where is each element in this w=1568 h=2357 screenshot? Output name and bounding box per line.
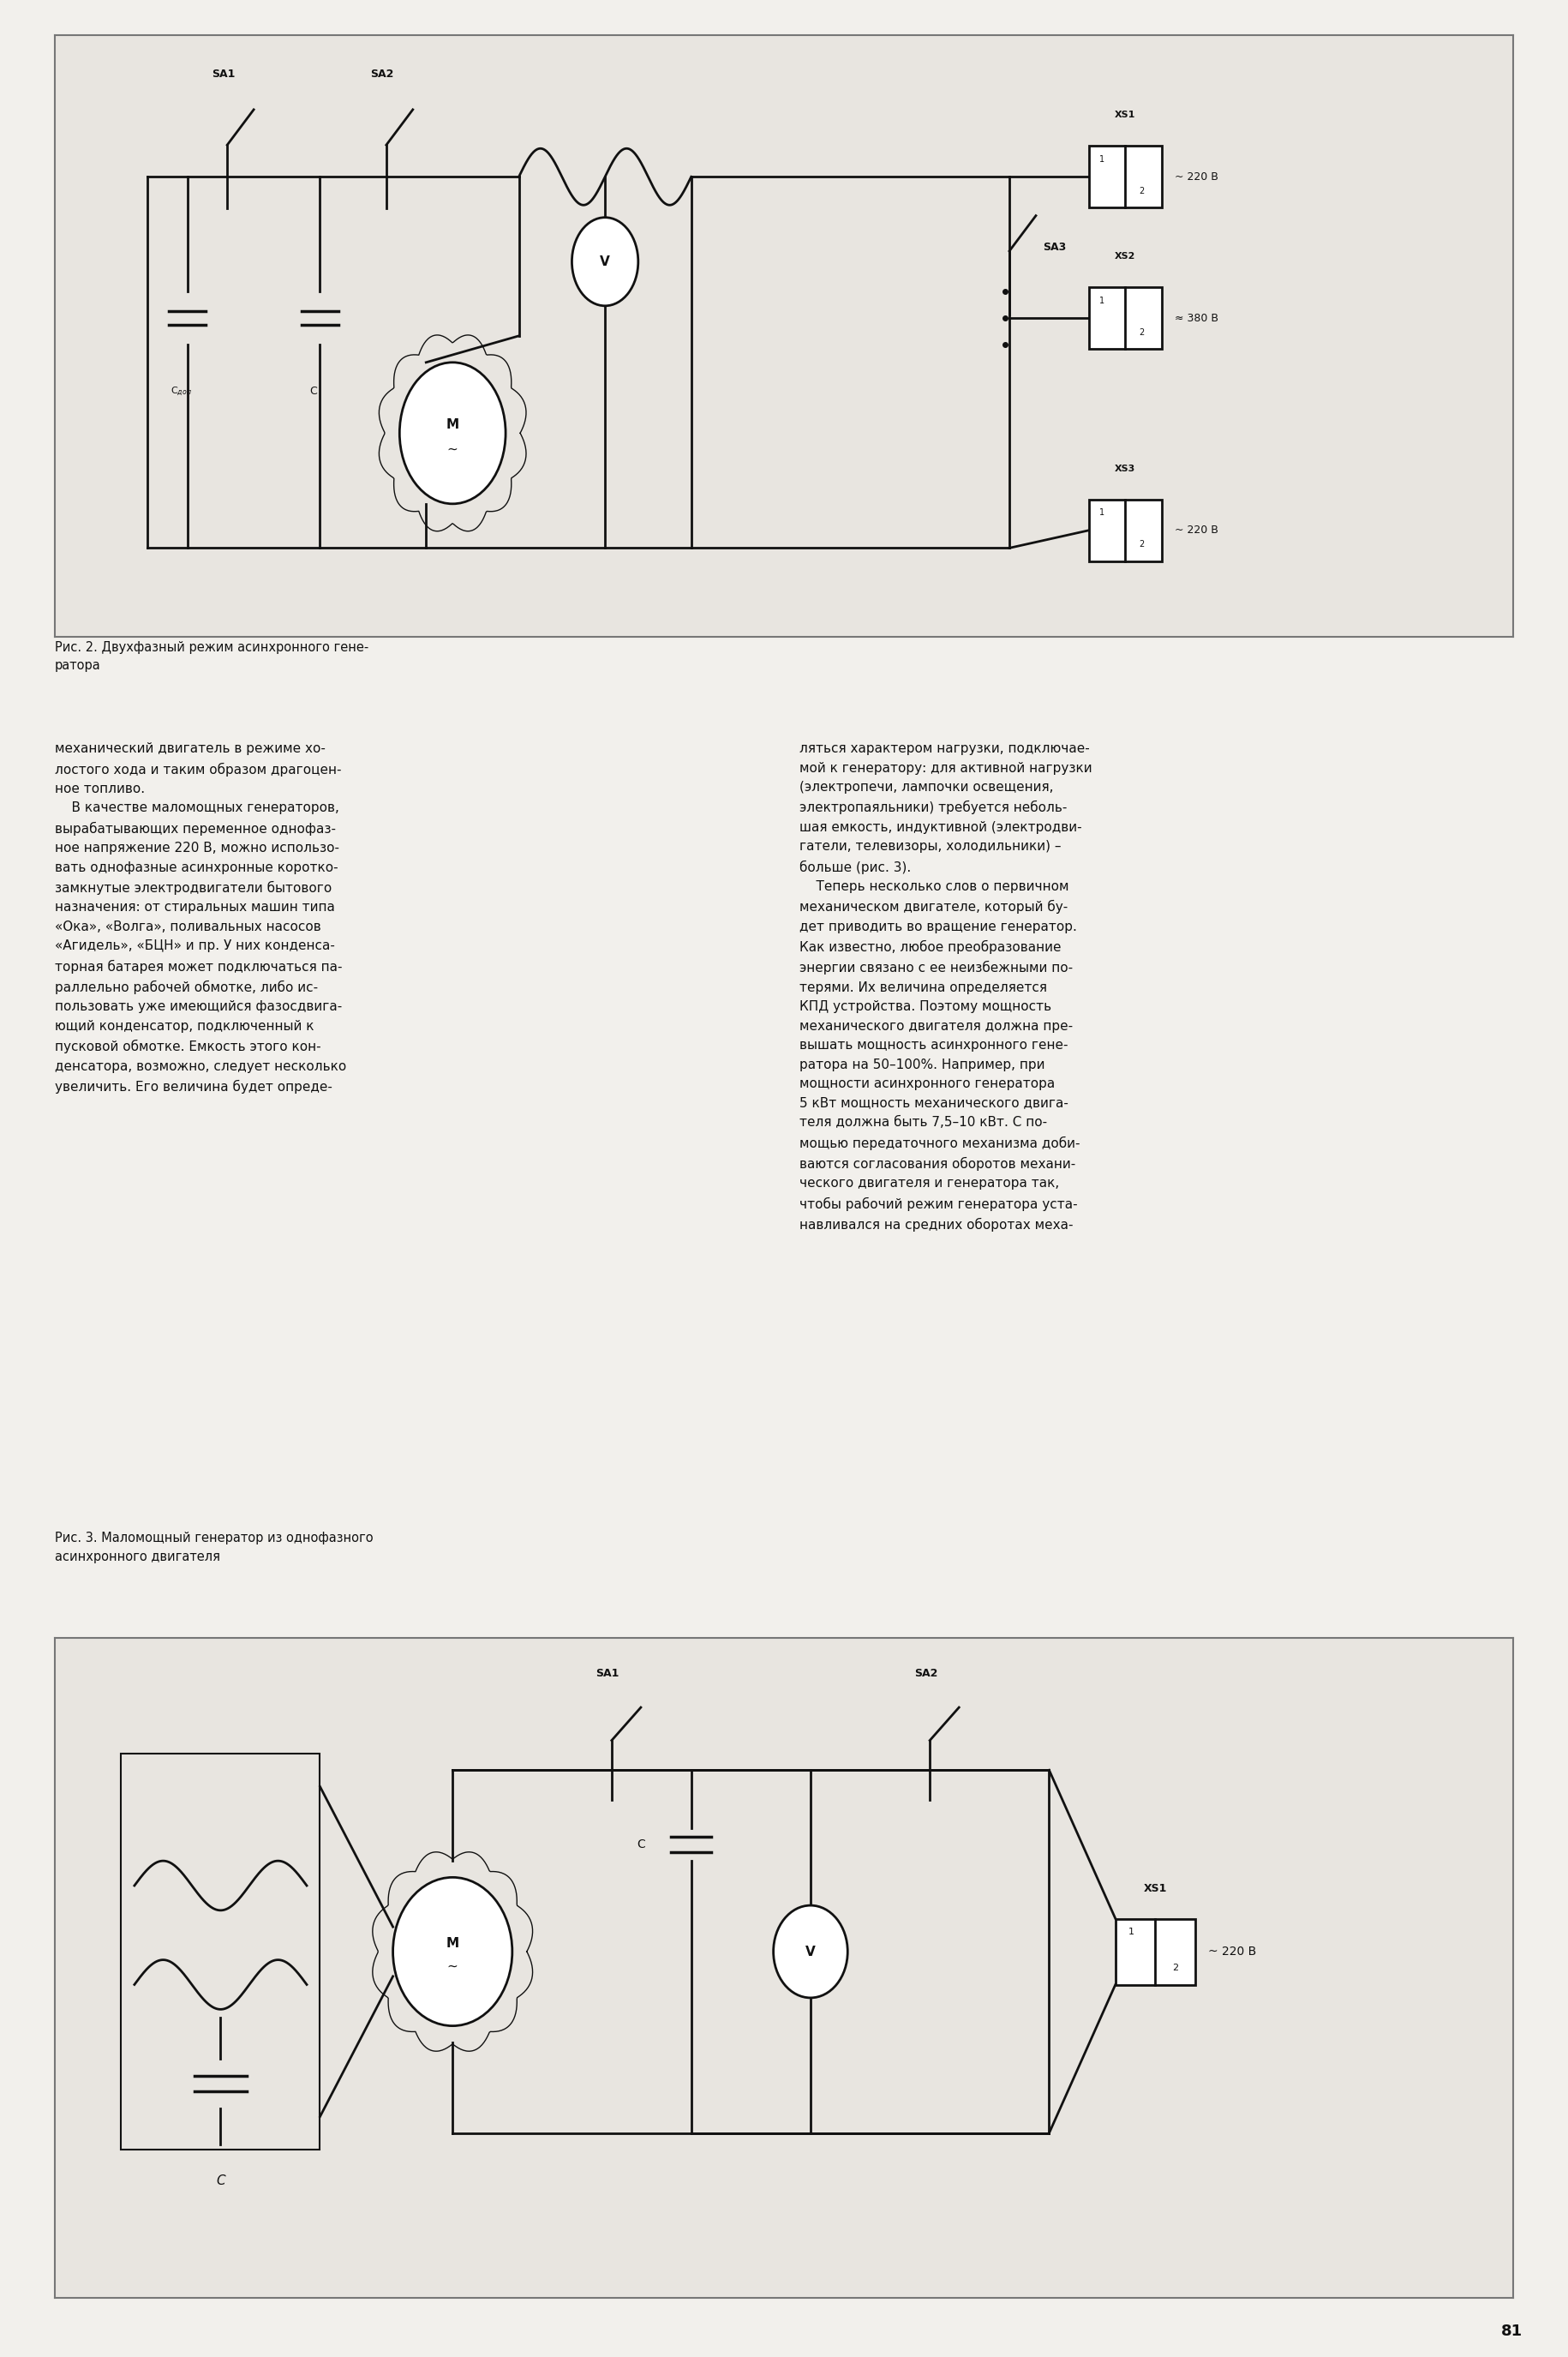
Text: SA2: SA2 — [914, 1669, 938, 1678]
Text: C: C — [309, 387, 317, 396]
Text: M: M — [447, 1937, 459, 1949]
Circle shape — [394, 1876, 513, 2025]
Text: Рис. 3. Маломощный генератор из однофазного
асинхронного двигателя: Рис. 3. Маломощный генератор из однофазн… — [55, 1532, 373, 1563]
Circle shape — [572, 217, 638, 306]
Bar — [1088, 500, 1162, 561]
Text: 1: 1 — [1129, 1928, 1134, 1935]
Text: 1: 1 — [1099, 156, 1105, 163]
Bar — [1115, 1919, 1195, 1985]
Text: Рис. 2. Двухфазный режим асинхронного гене-
ратора: Рис. 2. Двухфазный режим асинхронного ге… — [55, 641, 368, 672]
Text: 2: 2 — [1140, 328, 1145, 337]
Bar — [1088, 288, 1162, 349]
Text: 1: 1 — [1099, 297, 1105, 304]
Text: SA3: SA3 — [1043, 243, 1066, 252]
Text: XS1: XS1 — [1143, 1883, 1167, 1895]
Text: 1: 1 — [1099, 509, 1105, 516]
Text: SA1: SA1 — [212, 68, 235, 80]
Text: V: V — [806, 1945, 815, 1959]
Text: XS2: XS2 — [1115, 252, 1135, 262]
Text: SA2: SA2 — [370, 68, 394, 80]
Text: ~ 220 В: ~ 220 В — [1174, 526, 1218, 535]
Text: ~ 220 В: ~ 220 В — [1174, 172, 1218, 181]
Circle shape — [400, 363, 505, 504]
Text: ~: ~ — [447, 443, 458, 455]
Text: C: C — [216, 2173, 226, 2187]
Text: V: V — [601, 255, 610, 269]
Bar — [121, 1754, 320, 2150]
Text: XS1: XS1 — [1115, 111, 1135, 120]
Text: ляться характером нагрузки, подключае-
мой к генератору: для активной нагрузки
(: ляться характером нагрузки, подключае- м… — [800, 742, 1093, 1233]
Circle shape — [773, 1904, 848, 1999]
Text: 2: 2 — [1140, 540, 1145, 549]
Text: C: C — [637, 1838, 644, 1850]
Text: 81: 81 — [1501, 2324, 1523, 2338]
Text: ~: ~ — [447, 1961, 458, 1973]
Text: 2: 2 — [1140, 186, 1145, 196]
Text: SA1: SA1 — [596, 1669, 619, 1678]
Text: 2: 2 — [1171, 1963, 1178, 1973]
Text: M: M — [447, 417, 459, 431]
Text: ~ 220 В: ~ 220 В — [1209, 1945, 1256, 1959]
Bar — [1088, 146, 1162, 207]
Text: C$_{доп}$: C$_{доп}$ — [171, 387, 191, 398]
Text: ≈ 380 В: ≈ 380 В — [1174, 313, 1218, 323]
Text: механический двигатель в режиме хо-
лостого хода и таким образом драгоцен-
ное т: механический двигатель в режиме хо- лост… — [55, 742, 347, 1094]
Text: XS3: XS3 — [1115, 464, 1135, 474]
